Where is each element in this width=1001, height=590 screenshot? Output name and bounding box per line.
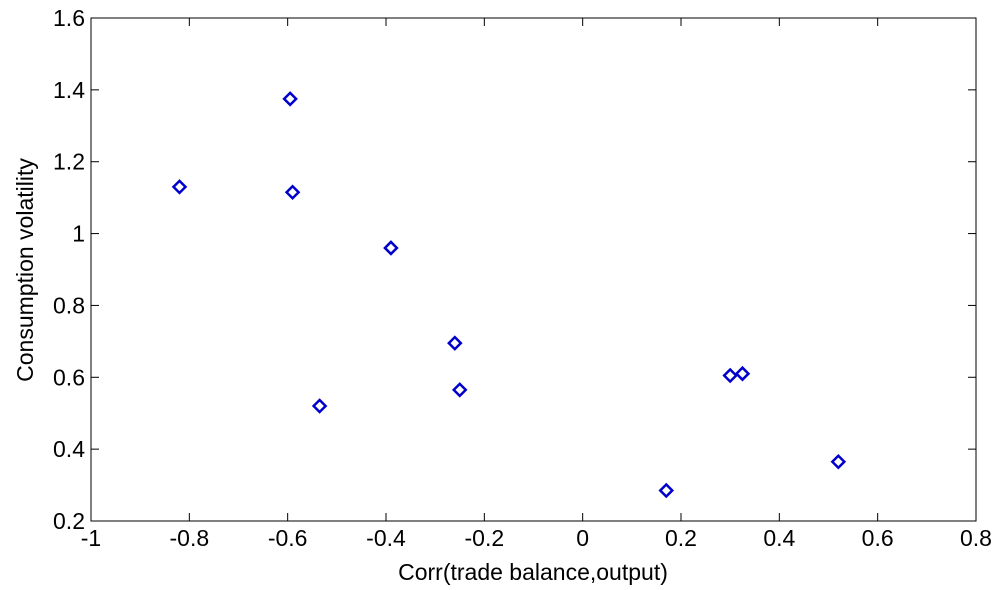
- axis-ticks: [90, 17, 977, 522]
- x-tick-label: -0.8: [170, 525, 210, 551]
- data-point: [658, 482, 675, 499]
- data-point: [383, 240, 399, 256]
- data-point: [171, 179, 188, 195]
- y-tick-label: 0.4: [53, 436, 85, 462]
- x-tick-label: -0.2: [465, 525, 505, 551]
- y-tick-label: 1.2: [53, 149, 85, 175]
- y-tick-label: 1.4: [53, 77, 85, 103]
- x-tick-label: 0.4: [763, 525, 795, 551]
- data-point: [284, 184, 301, 201]
- x-axis-label: Corr(trade balance,output): [398, 559, 668, 585]
- y-tick-label: 0.2: [53, 508, 85, 534]
- data-point: [451, 382, 468, 398]
- y-tick-label: 0.8: [53, 292, 85, 318]
- x-tick-label: -0.6: [268, 525, 308, 551]
- y-tick-label: 1: [72, 221, 85, 247]
- x-tick-labels: -1 -0.8 -0.6 -0.4 -0.2 0 0.2 0.4 0.6 0.8: [81, 525, 992, 551]
- x-tick-label: 0.2: [665, 525, 697, 551]
- data-point: [722, 367, 738, 384]
- data-point: [830, 453, 847, 470]
- plot-area: [90, 17, 977, 522]
- data-point: [734, 365, 751, 382]
- data-point: [447, 335, 463, 351]
- data-point: [311, 398, 328, 414]
- y-tick-label: 0.6: [53, 364, 85, 390]
- data-points: [171, 91, 847, 499]
- x-tick-label: 0.6: [862, 525, 894, 551]
- y-axis-label: Consumption volatility: [12, 158, 38, 382]
- y-tick-label: 1.6: [53, 5, 85, 31]
- x-tick-label: -0.4: [366, 525, 406, 551]
- x-tick-label: 0.8: [960, 525, 992, 551]
- data-point: [282, 91, 298, 107]
- y-tick-labels: 0.2 0.4 0.6 0.8 1 1.2 1.4 1.6: [53, 5, 85, 534]
- x-tick-label: -1: [81, 525, 101, 551]
- x-tick-label: 0: [576, 525, 589, 551]
